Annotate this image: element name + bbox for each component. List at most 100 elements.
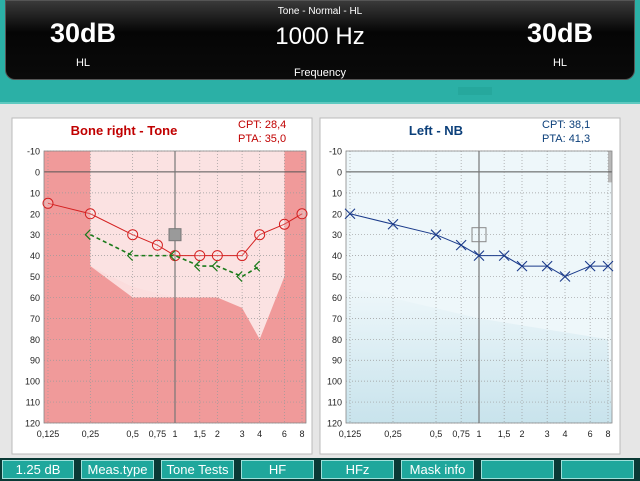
left-ear-cross-point (559, 271, 571, 282)
mode-title: Tone - Normal - HL (277, 6, 363, 17)
active-ear-indicator (458, 87, 492, 95)
right-cpt-value: CPT: 38,1 (542, 119, 590, 131)
left-unit-label: HL (75, 57, 91, 69)
hf-button[interactable]: HF (241, 460, 314, 479)
left-ear-x-tick-label: 1,5 (498, 429, 511, 439)
left-ear-y-tick-label: 30 (332, 230, 342, 240)
status-header: Tone - Normal - HL 30dB HL 1000 Hz Frequ… (5, 0, 635, 80)
right-ear-air-line (47, 202, 303, 257)
left-ear-y-tick-label: 80 (332, 335, 342, 345)
right-ear-y-tick-label: 0 (35, 167, 40, 177)
left-ear-y-tick-label: -10 (329, 147, 342, 157)
hfz-button[interactable]: HFz (321, 460, 394, 479)
frequency-readout: 1000 Hz (275, 23, 365, 50)
left-ear-x-tick-label: 3 (545, 429, 550, 439)
left-ear-x-tick-label: 0,125 (339, 429, 362, 439)
left-ear-y-tick-label: 70 (332, 314, 342, 324)
right-chart-title: Left - NB (409, 123, 463, 138)
right-ear-y-tick-label: 60 (30, 293, 40, 303)
right-ear-x-tick-label: 1 (172, 429, 177, 439)
right-ear-circle-point (84, 208, 96, 220)
left-ear-y-tick-label: 50 (332, 272, 342, 282)
left-ear-x-tick-label: 2 (519, 429, 524, 439)
mask-info-button[interactable]: Mask info (401, 460, 474, 479)
right-ear-x-tick-label: 0,25 (82, 429, 100, 439)
right-ear-x-tick-label: 3 (240, 429, 245, 439)
left-ear-cross-point (430, 229, 442, 241)
right-ear-y-tick-label: 40 (30, 251, 40, 261)
function-toolbar: 1.25 dB Meas.type Tone Tests HF HFz Mask… (0, 458, 640, 481)
left-ear-y-tick-label: 40 (332, 251, 342, 261)
left-ear-y-tick-label: 100 (327, 377, 342, 387)
left-ear-y-tick-label: 120 (327, 419, 342, 429)
right-ear-y-tick-label: 80 (30, 335, 40, 345)
right-ear-x-tick-label: 0,5 (126, 429, 139, 439)
left-ear-y-tick-label: 20 (332, 209, 342, 219)
right-ear-bone-point (126, 250, 134, 262)
right-ear-circle-point (254, 229, 266, 241)
left-ear-x-tick-label: 1 (476, 429, 481, 439)
left-cpt-value: CPT: 28,4 (238, 119, 286, 131)
right-ear-circle-point (296, 208, 308, 220)
right-ear-circle-point (151, 239, 163, 251)
right-ear-x-tick-label: 6 (282, 429, 287, 439)
right-ear-bone-point (169, 250, 176, 262)
right-ear-y-tick-label: 110 (26, 398, 40, 408)
right-unit-label: HL (552, 57, 568, 69)
left-ear-x-tick-label: 6 (588, 429, 593, 439)
frequency-label: Frequency (294, 67, 346, 79)
left-ear-x-tick-label: 0,75 (452, 429, 470, 439)
right-ear-x-tick-label: 4 (257, 429, 262, 439)
right-ear-x-tick-label: 0,75 (149, 429, 167, 439)
left-ear-cross-point (584, 260, 596, 272)
left-ear-x-tick-label: 0,5 (430, 429, 443, 439)
right-ear-y-tick-label: 100 (25, 377, 40, 387)
right-ear-x-tick-label: 8 (299, 429, 304, 439)
right-ear-y-tick-label: 10 (30, 188, 40, 198)
left-normal-region (90, 151, 285, 340)
left-ear-cross-point (455, 239, 467, 251)
left-ear-cross-point (387, 218, 399, 230)
right-ear-bone-point (253, 260, 261, 272)
left-ear-y-tick-label: 110 (328, 398, 342, 408)
right-ear-circle-point (127, 229, 139, 241)
right-ear-y-tick-label: 70 (30, 314, 40, 324)
right-ear-circle-point (42, 197, 54, 209)
right-ear-circle-point (236, 250, 248, 262)
right-ear-y-tick-label: -10 (27, 147, 40, 157)
left-pta-value: PTA: 35,0 (238, 133, 286, 145)
right-ear-y-tick-label: 90 (30, 356, 40, 366)
right-ear-y-tick-label: 30 (30, 230, 40, 240)
left-ear-y-tick-label: 0 (337, 167, 342, 177)
toolbar-button-8[interactable] (561, 460, 634, 479)
left-ear-cross-point (516, 260, 528, 272)
left-ear-cross-point (498, 250, 510, 262)
left-level-readout: 30dB (49, 18, 117, 48)
right-level-readout: 30dB (526, 18, 594, 48)
right-ear-bone-point (84, 229, 91, 241)
meas-type-button[interactable]: Meas.type (81, 460, 154, 479)
right-ear-bone-point (193, 260, 201, 272)
right-ear-cursor-marker (168, 228, 182, 242)
left-ear-y-tick-label: 90 (332, 356, 342, 366)
left-ear-y-tick-label: 60 (332, 293, 342, 303)
left-chart-title: Bone right - Tone (71, 123, 178, 138)
left-ear-y-tick-label: 10 (332, 188, 342, 198)
tone-tests-button[interactable]: Tone Tests (161, 460, 234, 479)
left-ear-x-tick-label: 4 (562, 429, 567, 439)
right-ear-bone-point (236, 271, 243, 282)
audiogram-panel: -10 0 10 20 30 40 50 60 70 80 90 100 110 120 0,125 0,25… (0, 102, 640, 458)
left-ear-cross-point (473, 250, 485, 262)
left-ear-cross-point (344, 208, 356, 220)
left-ear-cross-point (602, 260, 614, 272)
right-ear-circle-point (278, 218, 290, 230)
right-ear-y-tick-label: 120 (25, 419, 40, 429)
right-ear-circle-point (194, 250, 206, 262)
toolbar-button-7[interactable] (481, 460, 554, 479)
step-size-button[interactable]: 1.25 dB (2, 460, 74, 479)
right-ear-circle-point (211, 250, 223, 262)
left-ear-x-tick-label: 0,25 (384, 429, 402, 439)
right-limit-marker (608, 151, 612, 183)
right-ear-bone-point (211, 260, 218, 272)
